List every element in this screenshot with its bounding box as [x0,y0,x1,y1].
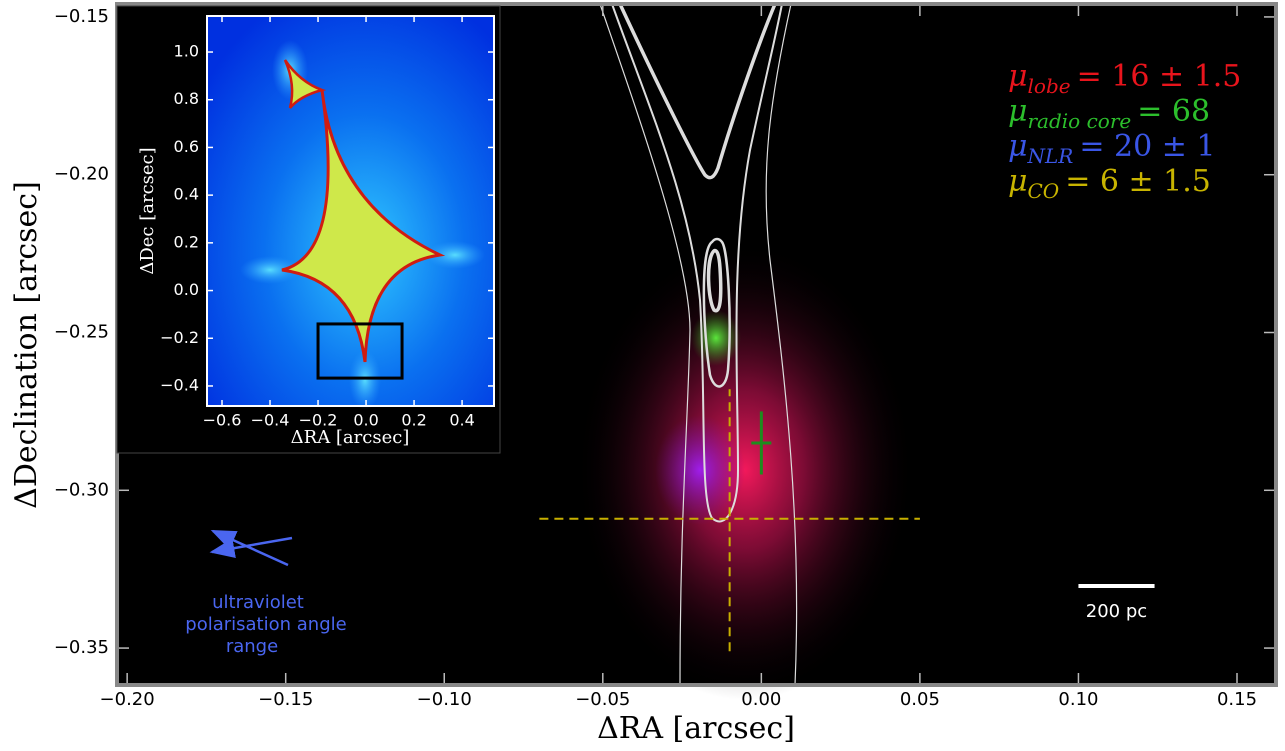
x-tick-label: −0.4 [251,411,290,430]
mu-symbol: μ [1008,164,1028,199]
mu-value: = 20 ± 1 [1079,129,1215,164]
y-tick-label: −0.25 [54,322,109,343]
x-tick-label: 0.2 [401,411,426,430]
caustic-glow [349,350,381,410]
x-tick-label: 0.05 [900,689,940,710]
core-emission [691,310,741,366]
polarisation-arrow [210,529,289,567]
contour [765,3,798,686]
x-axis-label: ΔRA [arcsec] [291,427,410,448]
polarisation-arrow [209,536,293,558]
nlr-emission [655,415,745,525]
note-line: ultraviolet [212,592,304,613]
x-tick-label: 0.10 [1058,689,1098,710]
contour [706,248,723,313]
y-tick-label: −0.4 [160,375,199,394]
region-box [316,322,404,380]
caustic-glow [425,241,485,269]
y-axis-label: ΔDec [arcsec] [137,147,158,274]
y-tick-label: −0.15 [54,6,109,27]
caustic-shape [283,59,327,109]
y-tick-label: −0.35 [54,637,109,658]
x-tick-label: 0.00 [741,689,781,710]
y-tick-label: −0.2 [160,328,199,347]
contour [618,3,777,180]
y-tick-label: −0.20 [54,164,109,185]
y-tick-label: 0.8 [174,89,199,108]
inset-axes: −0.6 −0.4 −0.2 0.0 0.2 0.41.00.80.60.40.20.0−… [137,16,494,448]
mu-value: = 68 [1137,94,1210,129]
x-tick-label: 0.0 [353,411,378,430]
y-tick-label: 0.2 [174,232,199,251]
magnification-label: μCO = 6 ± 1.5 [1008,164,1211,203]
x-tick-label: −0.20 [100,689,155,710]
note-line: range [226,636,278,657]
contour [599,3,691,686]
y-tick-label: 0.6 [174,137,199,156]
mu-symbol: μ [1008,59,1028,94]
x-tick-label: −0.10 [417,689,472,710]
magnification-label: μlobe = 16 ± 1.5 [1008,59,1241,98]
mu-subscript: CO [1028,179,1060,203]
mu-subscript: radio core [1028,109,1132,133]
x-tick-label: −0.05 [575,689,630,710]
inset-frame [206,15,495,407]
y-tick-label: −0.30 [54,479,109,500]
caustic [240,40,485,410]
mu-subscript: lobe [1028,74,1071,98]
y-tick-label: 1.0 [174,42,199,61]
x-axis-label: ΔRA [arcsec] [597,711,795,746]
x-tick-label: 0.4 [449,411,474,430]
mu-value: = 6 ± 1.5 [1065,164,1211,199]
mu-subscript: NLR [1027,144,1074,168]
note-line: polarisation angle [185,614,346,635]
y-axis-label: ΔDeclination [arcsec] [9,181,44,509]
mu-symbol: μ [1008,129,1028,164]
y-tick-label: 0.4 [174,185,199,204]
magnification-label: μNLR = 20 ± 1 [1008,129,1216,168]
caustic-glow [240,256,300,284]
main-axes: −0.20 −0.15 −0.10 −0.05 0.00 0.05 0.10 0.15 −0.1… [9,4,1276,746]
x-tick-label: −0.15 [258,689,313,710]
y-tick-label: 0.0 [174,280,199,299]
magnification-label: μradio core = 68 [1008,94,1210,133]
x-tick-label: −0.6 [203,411,242,430]
mu-value: = 16 ± 1.5 [1077,59,1242,94]
contour [702,237,731,388]
mu-symbol: μ [1008,94,1028,129]
x-tick-label: −0.2 [299,411,338,430]
scale-bar-label: 200 pc [1086,601,1147,622]
x-tick-label: 0.15 [1217,689,1257,710]
